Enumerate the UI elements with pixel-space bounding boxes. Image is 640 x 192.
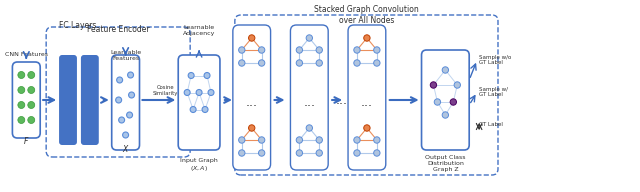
Circle shape — [127, 72, 134, 78]
Circle shape — [129, 92, 134, 98]
Circle shape — [374, 60, 380, 66]
Circle shape — [248, 35, 255, 41]
FancyBboxPatch shape — [46, 27, 190, 157]
Circle shape — [248, 125, 255, 131]
Circle shape — [259, 150, 265, 156]
Circle shape — [364, 35, 370, 41]
Circle shape — [239, 150, 245, 156]
Circle shape — [306, 125, 312, 131]
Circle shape — [316, 47, 323, 53]
Circle shape — [259, 60, 265, 66]
Text: Learnable
Adjacency: Learnable Adjacency — [183, 25, 215, 36]
FancyBboxPatch shape — [233, 25, 271, 170]
Circle shape — [204, 73, 210, 79]
Text: Learnable
Features: Learnable Features — [110, 50, 141, 61]
Circle shape — [450, 99, 456, 105]
Circle shape — [306, 35, 312, 41]
Text: ...: ... — [303, 96, 316, 109]
Circle shape — [316, 150, 323, 156]
Circle shape — [442, 67, 449, 73]
Circle shape — [118, 117, 125, 123]
Circle shape — [190, 107, 196, 113]
FancyBboxPatch shape — [422, 50, 469, 150]
Circle shape — [18, 71, 25, 79]
Text: $X$: $X$ — [122, 142, 129, 153]
Circle shape — [116, 97, 122, 103]
Circle shape — [188, 73, 194, 79]
Circle shape — [259, 137, 265, 143]
Text: Feature Encoder: Feature Encoder — [87, 26, 150, 35]
Circle shape — [123, 132, 129, 138]
Circle shape — [28, 71, 35, 79]
Text: ...: ... — [361, 96, 373, 109]
Circle shape — [296, 137, 303, 143]
FancyBboxPatch shape — [12, 62, 40, 138]
Circle shape — [296, 60, 303, 66]
Circle shape — [354, 137, 360, 143]
Text: Stacked Graph Convolution
over All Nodes: Stacked Graph Convolution over All Nodes — [314, 5, 419, 25]
Circle shape — [18, 102, 25, 108]
Circle shape — [374, 150, 380, 156]
Circle shape — [239, 47, 245, 53]
Circle shape — [28, 102, 35, 108]
Circle shape — [354, 47, 360, 53]
Text: Cosine
Similarity: Cosine Similarity — [152, 85, 178, 96]
FancyBboxPatch shape — [59, 55, 77, 145]
Circle shape — [18, 87, 25, 94]
Text: Output Class
Distribution
Graph Z: Output Class Distribution Graph Z — [425, 155, 466, 172]
FancyBboxPatch shape — [81, 55, 99, 145]
Circle shape — [296, 150, 303, 156]
Circle shape — [202, 107, 208, 113]
Circle shape — [28, 117, 35, 123]
Text: $F$: $F$ — [23, 135, 29, 146]
Text: ...: ... — [246, 96, 258, 109]
FancyBboxPatch shape — [291, 25, 328, 170]
Circle shape — [127, 112, 132, 118]
Text: Input Graph
$(X, A)$: Input Graph $(X, A)$ — [180, 158, 218, 173]
Text: ...: ... — [336, 94, 348, 107]
Circle shape — [296, 47, 303, 53]
Circle shape — [435, 99, 440, 105]
Text: FC Layers: FC Layers — [60, 21, 97, 30]
FancyBboxPatch shape — [348, 25, 386, 170]
FancyBboxPatch shape — [178, 55, 220, 150]
Circle shape — [454, 82, 460, 88]
Text: CNN Features: CNN Features — [4, 52, 48, 57]
Circle shape — [374, 47, 380, 53]
Circle shape — [442, 112, 449, 118]
Circle shape — [316, 60, 323, 66]
Circle shape — [354, 60, 360, 66]
Circle shape — [208, 89, 214, 95]
Circle shape — [18, 117, 25, 123]
Circle shape — [259, 47, 265, 53]
Text: GT Label: GT Label — [479, 122, 503, 127]
Circle shape — [184, 89, 190, 95]
Circle shape — [374, 137, 380, 143]
Circle shape — [364, 125, 370, 131]
Circle shape — [239, 137, 245, 143]
Circle shape — [430, 82, 436, 88]
Text: Sample w/o
GT Label: Sample w/o GT Label — [479, 55, 511, 65]
Circle shape — [316, 137, 323, 143]
FancyBboxPatch shape — [112, 55, 140, 150]
Circle shape — [116, 77, 123, 83]
FancyBboxPatch shape — [235, 15, 498, 175]
Circle shape — [28, 87, 35, 94]
Circle shape — [354, 150, 360, 156]
Text: Sample w/
GT Label: Sample w/ GT Label — [479, 87, 508, 97]
Circle shape — [239, 60, 245, 66]
Circle shape — [196, 89, 202, 95]
